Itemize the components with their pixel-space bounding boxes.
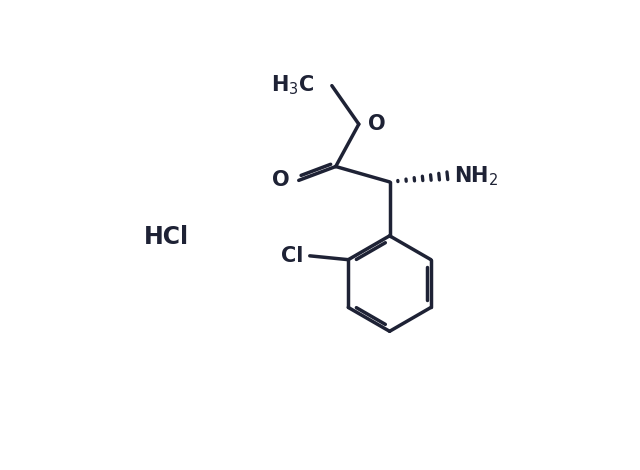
Text: Cl: Cl [281,246,303,266]
Text: HCl: HCl [144,225,189,250]
Text: O: O [272,170,289,190]
Text: H$_3$C: H$_3$C [271,74,315,97]
Text: NH$_2$: NH$_2$ [454,164,498,188]
Text: O: O [368,114,386,134]
